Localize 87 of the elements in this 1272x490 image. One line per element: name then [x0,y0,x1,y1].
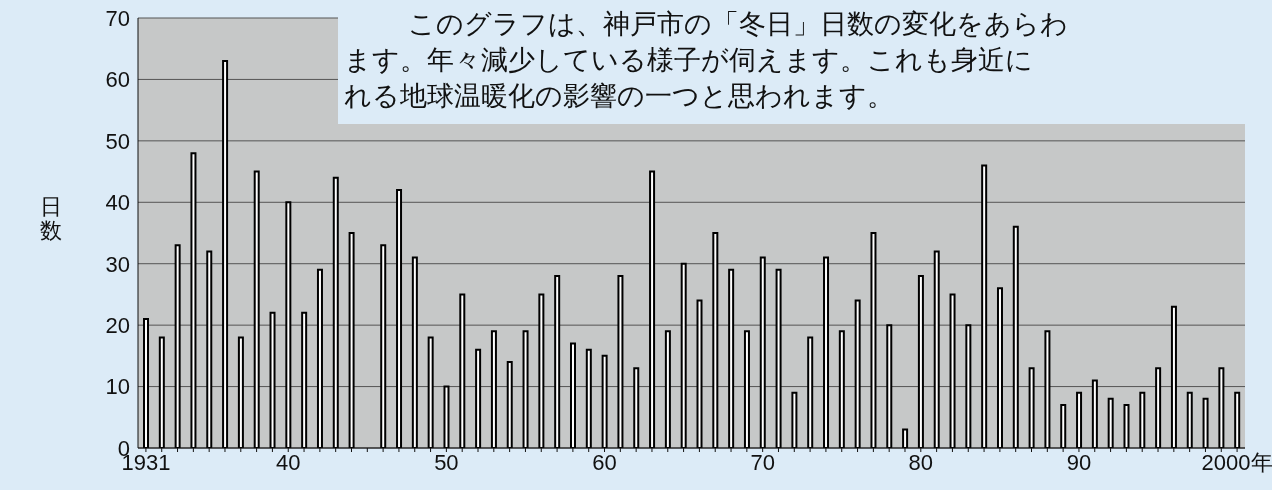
bar [917,275,924,448]
bar [585,348,592,448]
bar [870,232,877,448]
bar [522,330,529,448]
bar [237,336,244,448]
bar [396,189,403,448]
bar [158,336,165,448]
bar [174,244,181,448]
bar [712,232,719,448]
bar [1155,367,1162,448]
bar [1028,367,1035,448]
x-tick-label: 90 [1066,449,1092,475]
bar [1044,330,1051,448]
bar [1012,225,1019,448]
bar [1060,404,1067,448]
bar [554,275,561,448]
bar [649,170,656,448]
bar [743,330,750,448]
bar [933,250,940,448]
bar [617,275,624,448]
bar [728,268,735,448]
bar [443,385,450,448]
bar [380,244,387,448]
y-tick-label: 10 [105,374,130,400]
bar [459,293,466,448]
bar [206,250,213,448]
y-tick-label: 50 [105,128,130,154]
bar [775,268,782,448]
bar [1091,379,1098,448]
y-tick-label: 60 [105,67,130,93]
x-tick-label: 60 [592,449,617,475]
bar [348,232,355,448]
bar [475,348,482,448]
bar [981,164,988,448]
bar [838,330,845,448]
bar [253,170,260,448]
y-tick-label: 30 [105,251,130,277]
bar [1139,391,1146,448]
bar [570,342,576,448]
bar [759,256,766,448]
y-axis-title: 日数 [40,194,62,243]
bar [902,428,909,448]
bar [965,324,972,448]
x-tick-label: 70 [750,449,775,475]
annotation: このグラフは、神戸市の「冬日」日数の変化をあらわ [407,8,1069,41]
bar [143,318,150,448]
bar [1218,367,1225,448]
x-tick-label: 80 [908,449,934,475]
bar [1076,391,1083,448]
bar [190,152,197,448]
bar [1202,397,1209,448]
bar [791,391,798,448]
bar [807,336,814,448]
y-tick-label: 40 [105,190,130,216]
bar [996,287,1003,448]
bar [285,201,292,448]
bar [664,330,671,448]
bar [823,256,830,448]
bar [269,311,276,448]
bar [1123,404,1130,448]
x-tick-label: 50 [434,449,459,475]
bar [490,330,497,448]
bar [633,367,640,448]
bar [1234,391,1241,448]
bar [1170,305,1177,448]
bar [301,311,308,448]
annotation: れる地球温暖化の影響の一つと思われます。 [343,80,895,113]
bar [854,299,861,448]
bar [680,262,687,448]
x-tick-label: 2000年 [1201,449,1272,475]
bar [316,268,323,448]
bar [332,176,339,448]
bar [411,256,418,448]
bar [696,299,703,448]
bar [601,354,608,448]
bar [222,60,229,448]
y-tick-label: 70 [105,5,130,31]
bar [1107,397,1114,448]
bar [538,293,545,448]
y-tick-label: 20 [105,312,130,338]
bar [506,361,513,448]
bar [1186,391,1193,448]
bar [886,324,893,448]
bar [427,336,434,448]
x-tick-label: 40 [275,449,301,475]
annotation: ます。年々減少している様子が伺えます。これも身近に [343,44,1034,77]
bar [949,293,956,448]
